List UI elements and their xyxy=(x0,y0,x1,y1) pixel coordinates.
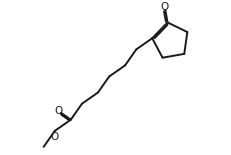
Text: O: O xyxy=(51,132,59,142)
Text: O: O xyxy=(161,2,169,12)
Text: O: O xyxy=(54,106,62,116)
